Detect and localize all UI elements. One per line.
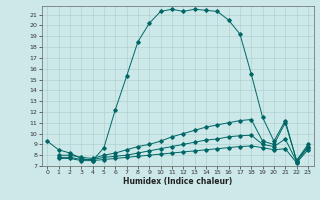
- X-axis label: Humidex (Indice chaleur): Humidex (Indice chaleur): [123, 177, 232, 186]
